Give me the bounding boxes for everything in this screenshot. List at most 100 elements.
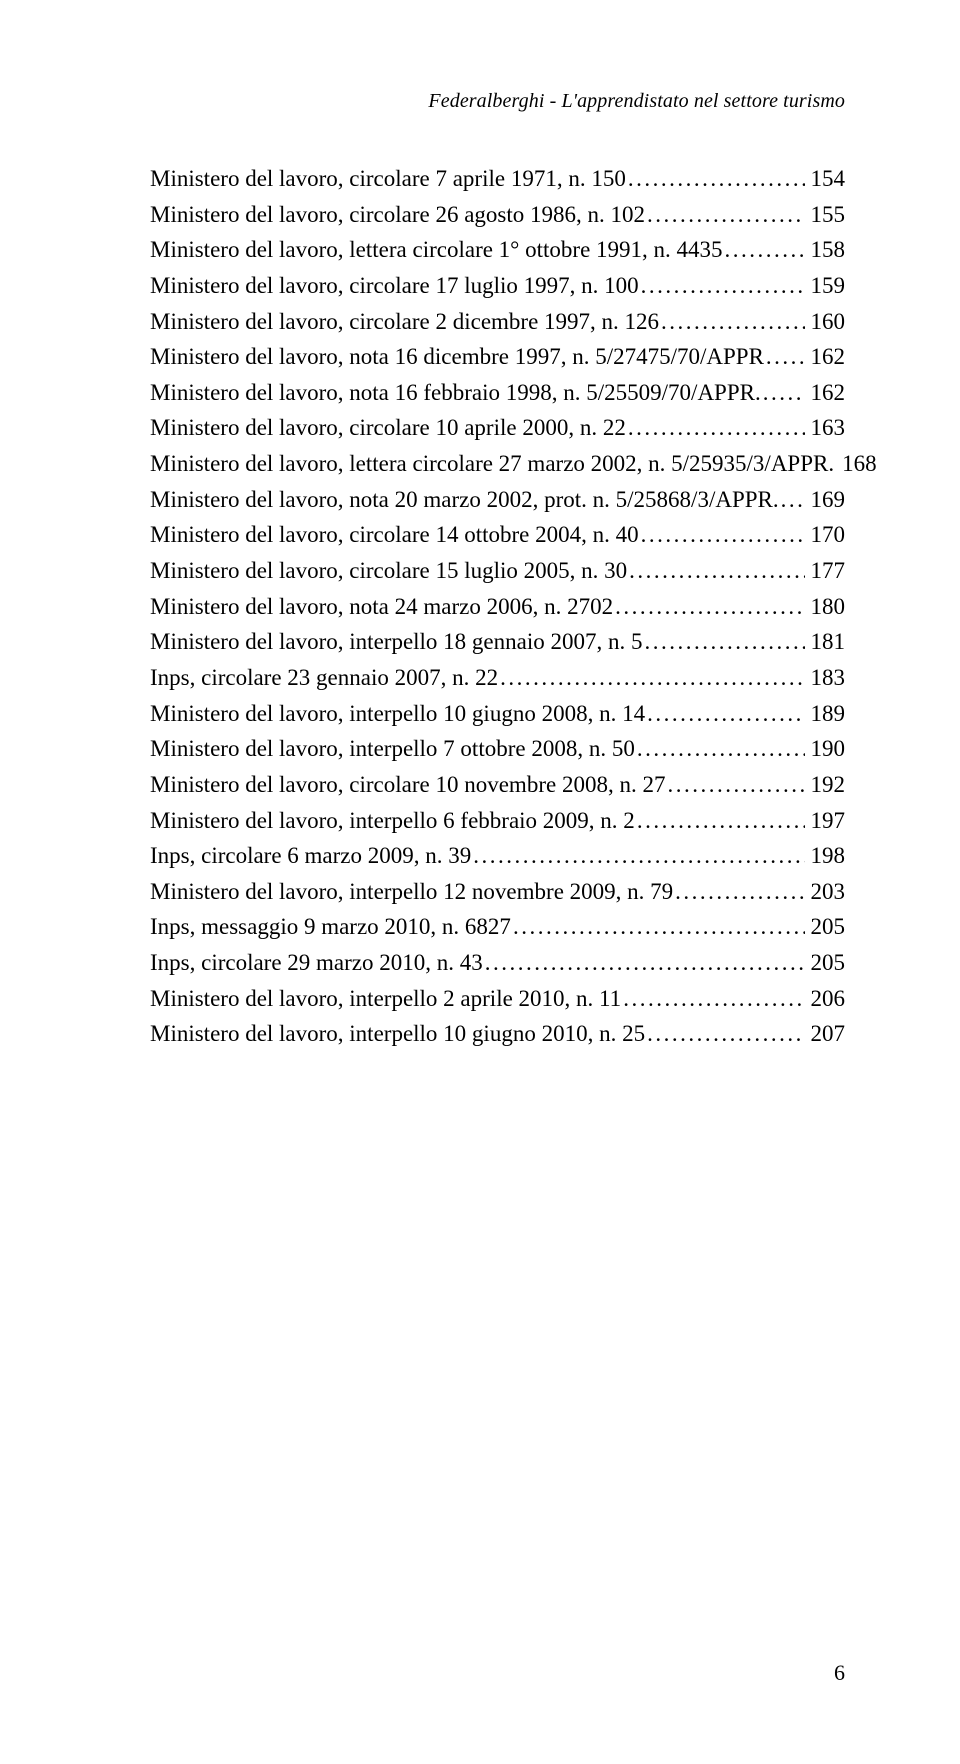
toc-entry-title: Inps, circolare 29 marzo 2010, n. 43 — [150, 945, 483, 981]
toc-leader-dots — [661, 304, 804, 340]
toc-leader-dots — [485, 945, 805, 981]
table-of-contents: Ministero del lavoro, circolare 7 aprile… — [150, 161, 845, 1052]
toc-entry: Ministero del lavoro, circolare 26 agost… — [150, 197, 845, 233]
toc-leader-dots — [647, 1016, 804, 1052]
toc-leader-dots — [641, 268, 805, 304]
toc-entry-title: Ministero del lavoro, interpello 2 april… — [150, 981, 621, 1017]
toc-leader-dots — [725, 232, 805, 268]
toc-entry-page: 162 — [807, 339, 846, 375]
toc-leader-dots — [513, 909, 805, 945]
toc-leader-dots — [637, 803, 805, 839]
toc-entry-page: 169 — [807, 482, 846, 518]
toc-entry-page: 162 — [807, 375, 846, 411]
toc-entry-title: Ministero del lavoro, circolare 15 lugli… — [150, 553, 627, 589]
toc-leader-dots — [473, 838, 804, 874]
toc-entry-title: Ministero del lavoro, lettera circolare … — [150, 446, 834, 482]
toc-entry: Ministero del lavoro, interpello 6 febbr… — [150, 803, 845, 839]
toc-entry-page: 190 — [807, 731, 846, 767]
toc-entry-title: Ministero del lavoro, circolare 10 novem… — [150, 767, 665, 803]
toc-entry: Ministero del lavoro, interpello 10 giug… — [150, 1016, 845, 1052]
toc-entry-title: Ministero del lavoro, nota 20 marzo 2002… — [150, 482, 779, 518]
toc-entry-title: Ministero del lavoro, nota 24 marzo 2006… — [150, 589, 613, 625]
toc-entry-page: 192 — [807, 767, 846, 803]
toc-entry-page: 203 — [807, 874, 846, 910]
toc-entry: Inps, circolare 6 marzo 2009, n. 39 198 — [150, 838, 845, 874]
toc-entry-page: 198 — [807, 838, 846, 874]
toc-entry-title: Ministero del lavoro, circolare 7 aprile… — [150, 161, 626, 197]
toc-entry-title: Ministero del lavoro, interpello 12 nove… — [150, 874, 673, 910]
toc-entry: Ministero del lavoro, interpello 2 april… — [150, 981, 845, 1017]
toc-entry: Ministero del lavoro, lettera circolare … — [150, 232, 845, 268]
toc-entry-page: 155 — [807, 197, 846, 233]
toc-leader-dots — [781, 482, 805, 518]
toc-leader-dots — [623, 981, 804, 1017]
toc-entry-page: 197 — [807, 803, 846, 839]
toc-entry-page: 183 — [807, 660, 846, 696]
toc-entry-title: Inps, messaggio 9 marzo 2010, n. 6827 — [150, 909, 511, 945]
toc-entry-page: 159 — [807, 268, 846, 304]
toc-leader-dots — [675, 874, 804, 910]
toc-entry: Ministero del lavoro, circolare 15 lugli… — [150, 553, 845, 589]
toc-entry-page: 180 — [807, 589, 846, 625]
toc-entry-title: Ministero del lavoro, circolare 14 ottob… — [150, 517, 639, 553]
toc-entry-page: 207 — [807, 1016, 846, 1052]
toc-entry-page: 163 — [807, 410, 846, 446]
toc-entry: Ministero del lavoro, circolare 2 dicemb… — [150, 304, 845, 340]
toc-entry: Ministero del lavoro, interpello 7 ottob… — [150, 731, 845, 767]
toc-entry-title: Inps, circolare 6 marzo 2009, n. 39 — [150, 838, 471, 874]
toc-entry-page: 205 — [807, 945, 846, 981]
toc-entry: Ministero del lavoro, nota 20 marzo 2002… — [150, 482, 845, 518]
toc-entry: Ministero del lavoro, interpello 12 nove… — [150, 874, 845, 910]
toc-entry-page: 160 — [807, 304, 846, 340]
toc-entry-page: 189 — [807, 696, 846, 732]
toc-entry-title: Ministero del lavoro, interpello 18 genn… — [150, 624, 643, 660]
toc-entry-title: Ministero del lavoro, interpello 10 giug… — [150, 1016, 645, 1052]
toc-entry: Ministero del lavoro, circolare 10 april… — [150, 410, 845, 446]
toc-entry: Ministero del lavoro, circolare 14 ottob… — [150, 517, 845, 553]
toc-leader-dots — [645, 624, 805, 660]
toc-entry-title: Ministero del lavoro, circolare 2 dicemb… — [150, 304, 659, 340]
toc-entry-title: Ministero del lavoro, interpello 6 febbr… — [150, 803, 635, 839]
toc-entry: Inps, messaggio 9 marzo 2010, n. 6827 20… — [150, 909, 845, 945]
toc-leader-dots — [500, 660, 804, 696]
toc-leader-dots — [628, 161, 805, 197]
toc-entry-title: Ministero del lavoro, circolare 10 april… — [150, 410, 626, 446]
toc-entry-title: Inps, circolare 23 gennaio 2007, n. 22 — [150, 660, 498, 696]
toc-entry: Inps, circolare 23 gennaio 2007, n. 22 1… — [150, 660, 845, 696]
toc-entry: Ministero del lavoro, circolare 17 lugli… — [150, 268, 845, 304]
toc-leader-dots — [667, 767, 804, 803]
toc-entry-title: Ministero del lavoro, circolare 26 agost… — [150, 197, 645, 233]
toc-leader-dots — [628, 410, 805, 446]
toc-leader-dots — [763, 375, 805, 411]
toc-leader-dots — [629, 553, 804, 589]
toc-entry: Ministero del lavoro, circolare 7 aprile… — [150, 161, 845, 197]
toc-entry-page: 177 — [807, 553, 846, 589]
toc-entry-title: Ministero del lavoro, interpello 10 giug… — [150, 696, 645, 732]
document-page: Federalberghi - L'apprendistato nel sett… — [0, 0, 960, 1764]
toc-leader-dots — [766, 339, 805, 375]
toc-entry: Ministero del lavoro, nota 16 febbraio 1… — [150, 375, 845, 411]
toc-leader-dots — [647, 696, 804, 732]
toc-entry-page: 206 — [807, 981, 846, 1017]
toc-entry: Ministero del lavoro, nota 24 marzo 2006… — [150, 589, 845, 625]
toc-entry-title: Ministero del lavoro, nota 16 febbraio 1… — [150, 375, 761, 411]
toc-entry-page: 158 — [807, 232, 846, 268]
toc-entry: Ministero del lavoro, lettera circolare … — [150, 446, 845, 482]
toc-entry-title: Ministero del lavoro, lettera circolare … — [150, 232, 723, 268]
toc-leader-dots — [637, 731, 805, 767]
toc-leader-dots — [647, 197, 804, 233]
toc-entry: Ministero del lavoro, interpello 10 giug… — [150, 696, 845, 732]
toc-entry-title: Ministero del lavoro, circolare 17 lugli… — [150, 268, 639, 304]
running-head: Federalberghi - L'apprendistato nel sett… — [150, 90, 845, 113]
toc-leader-dots — [641, 517, 805, 553]
toc-entry-page: 154 — [807, 161, 846, 197]
toc-entry: Ministero del lavoro, interpello 18 genn… — [150, 624, 845, 660]
toc-leader-dots — [615, 589, 804, 625]
toc-entry-page: 170 — [807, 517, 846, 553]
toc-entry: Ministero del lavoro, nota 16 dicembre 1… — [150, 339, 845, 375]
toc-entry-title: Ministero del lavoro, nota 16 dicembre 1… — [150, 339, 764, 375]
toc-entry: Inps, circolare 29 marzo 2010, n. 43 205 — [150, 945, 845, 981]
toc-entry: Ministero del lavoro, circolare 10 novem… — [150, 767, 845, 803]
page-number: 6 — [834, 1660, 845, 1686]
toc-entry-page: 181 — [807, 624, 846, 660]
